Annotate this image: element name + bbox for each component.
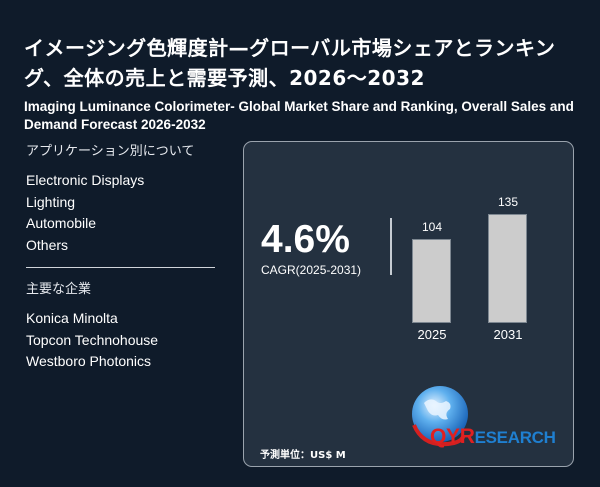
page-title-jp: イメージング色輝度計—グローバル市場シェアとランキング、全体の売上と需要予測、2…: [24, 36, 556, 90]
forecast-card: 4.6% CAGR(2025-2031) 104 2025 135 2031 予…: [243, 141, 574, 467]
logo-research: ESEARCH: [474, 428, 556, 447]
company-item: Konica Minolta: [26, 310, 118, 326]
company-item: Westboro Photonics: [26, 353, 152, 369]
qyresearch-logo: QYRESEARCH: [410, 385, 560, 448]
application-item: Electronic Displays: [26, 172, 145, 188]
logo-wordmark: QYRESEARCH: [430, 425, 556, 449]
bar-2025: [412, 239, 451, 323]
bar-category-label: 2031: [493, 327, 523, 342]
application-item: Automobile: [26, 215, 97, 231]
applications-heading: アプリケーション別について: [26, 144, 195, 159]
bar-2031: [488, 214, 527, 323]
globe-icon: [412, 386, 468, 447]
applications-list: Electronic Displays Lighting Automobile …: [26, 170, 216, 256]
page-title-en: Imaging Luminance Colorimeter- Global Ma…: [24, 99, 574, 132]
application-item: Others: [26, 236, 69, 253]
bar-value-label: 104: [421, 220, 443, 234]
companies-list: Konica Minolta Topcon Technohouse Westbo…: [26, 308, 216, 373]
vertical-divider: [390, 218, 392, 275]
companies-heading: 主要な企業: [26, 282, 92, 297]
unit-label: 予測単位：US$ M: [260, 450, 346, 461]
cagr-value: 4.6%: [261, 218, 350, 261]
bar-category-label: 2025: [417, 327, 447, 342]
cagr-label: CAGR(2025-2031): [261, 263, 362, 277]
company-item: Topcon Technohouse: [26, 331, 159, 348]
bar-value-label: 135: [497, 195, 519, 209]
application-item: Lighting: [26, 193, 76, 210]
section-divider: [26, 267, 215, 268]
logo-qyr: QYR: [430, 425, 475, 448]
left-panel: アプリケーション別について Electronic Displays Lighti…: [26, 143, 216, 373]
